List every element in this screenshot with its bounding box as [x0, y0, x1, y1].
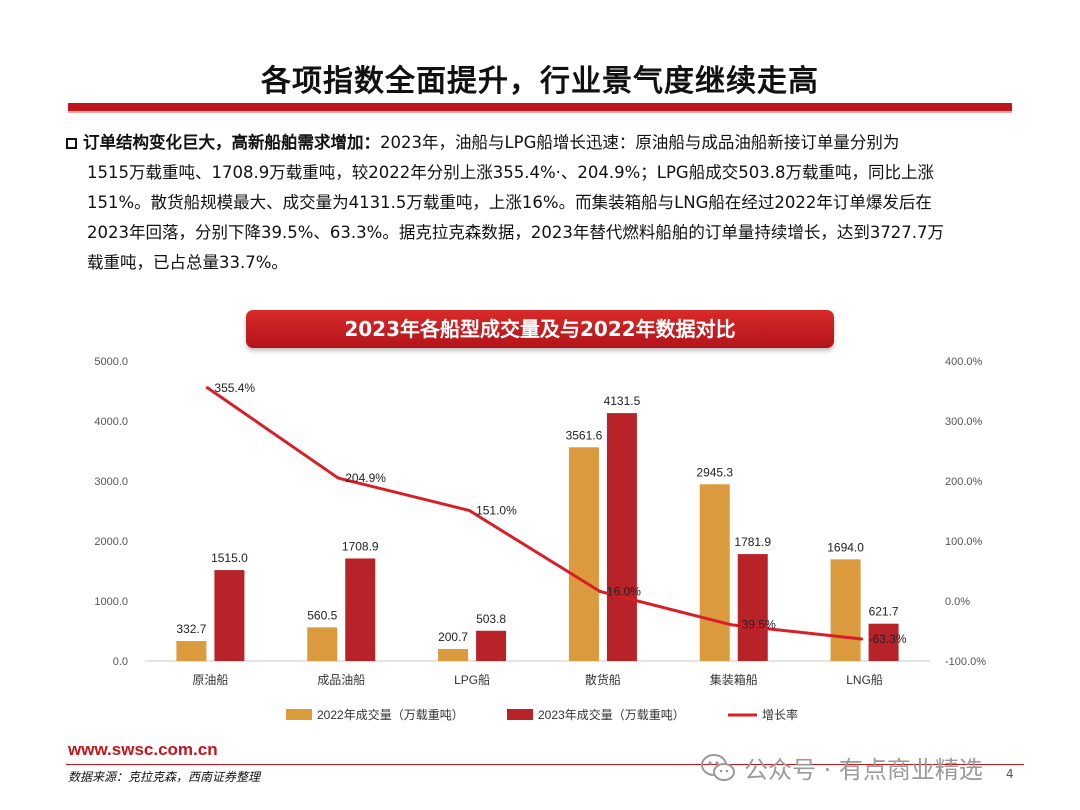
growth-rate-point	[598, 589, 602, 593]
growth-rate-label: -63.3%	[869, 632, 907, 646]
bar-2022-value-label: 1694.0	[827, 540, 864, 554]
growth-rate-label: 204.9%	[345, 471, 386, 485]
y-left-tick-label: 2000.0	[94, 536, 128, 548]
x-category-label: 散货船	[585, 672, 621, 687]
y-right-tick-label: 300.0%	[945, 416, 983, 428]
growth-rate-point	[729, 623, 733, 627]
chart-title-banner: 2023年各船型成交量及与2022年数据对比	[246, 310, 834, 348]
bar-2022	[438, 648, 469, 661]
title-divider	[68, 103, 1012, 111]
growth-rate-label: 16.0%	[607, 584, 641, 598]
bar-2023-value-label: 1515.0	[211, 551, 248, 565]
page-number: 4	[1006, 767, 1014, 781]
x-category-label: 集装箱船	[710, 672, 758, 687]
bar-2022	[307, 627, 338, 661]
growth-rate-line	[206, 386, 862, 641]
growth-rate-point	[860, 637, 864, 641]
bar-2023	[476, 630, 507, 661]
growth-rate-point	[467, 508, 471, 512]
data-source-note: 数据来源：克拉克森，西南证券整理	[68, 770, 261, 784]
bar-2022-value-label: 560.5	[307, 608, 337, 622]
growth-rate-label: 355.4%	[214, 381, 255, 395]
legend-label-2023: 2023年成交量（万载重吨）	[538, 707, 685, 722]
footer-divider	[66, 764, 1024, 765]
y-right-tick-label: -100.0%	[945, 656, 986, 668]
summary-line: 151%。散货船规模最大、成交量为4131.5万载重吨，上涨16%。而集装箱船与…	[87, 193, 932, 212]
legend-label-2022: 2022年成交量（万载重吨）	[317, 707, 464, 722]
bar-2022	[830, 559, 861, 661]
summary-line: 2023年回落，分别下降39.5%、63.3%。据克拉克森数据，2023年替代燃…	[87, 223, 945, 242]
bar-2023-value-label: 4131.5	[604, 394, 641, 408]
bar-2023-value-label: 503.8	[476, 612, 506, 626]
summary-line: 1515万载重吨、1708.9万载重吨，较2022年分别上涨355.4%·、20…	[87, 163, 934, 182]
watermark: 公众号 · 有点商业精选	[700, 750, 983, 785]
growth-rate-point	[205, 386, 209, 390]
growth-rate-label: -39.5%	[738, 618, 776, 632]
x-category-label: LNG船	[846, 673, 883, 687]
bar-2022	[176, 641, 207, 661]
bar-2023	[737, 554, 768, 661]
wechat-icon	[701, 753, 735, 781]
website-link[interactable]: www.swsc.com.cn	[68, 740, 218, 759]
bar-2023-value-label: 1781.9	[734, 535, 771, 549]
summary-lead: 订单结构变化巨大，高新船舶需求增加：	[83, 133, 380, 152]
y-right-tick-label: 0.0%	[945, 596, 970, 608]
y-left-tick-label: 3000.0	[94, 476, 128, 488]
summary-text: 订单结构变化巨大，高新船舶需求增加：2023年，油船与LPG船增长迅速：原油船与…	[66, 128, 1026, 278]
bar-2023-value-label: 1708.9	[342, 539, 379, 553]
bar-2023	[345, 558, 376, 661]
x-category-label: 成品油船	[317, 673, 365, 687]
summary-line: 载重吨，已占总量33.7%。	[87, 253, 288, 272]
bar-2022-value-label: 2945.3	[696, 465, 733, 479]
bar-2022	[699, 484, 730, 661]
page-title: 各项指数全面提升，行业景气度继续走高	[261, 64, 819, 99]
bar-2022-value-label: 200.7	[438, 630, 468, 644]
bar-2023-value-label: 621.7	[869, 605, 899, 619]
x-category-label: 原油船	[192, 673, 228, 687]
y-left-tick-label: 4000.0	[94, 416, 128, 428]
bar-2022	[568, 447, 599, 661]
title-divider-shadow	[68, 111, 1012, 113]
growth-rate-point	[336, 476, 340, 480]
bar-2023	[868, 623, 899, 661]
checkbox-bullet-icon	[66, 138, 77, 149]
legend-label-growth: 增长率	[762, 707, 798, 722]
bar-2023	[606, 413, 637, 661]
y-left-tick-label: 1000.0	[94, 596, 128, 608]
y-right-tick-label: 100.0%	[945, 536, 983, 548]
watermark-text: 公众号 · 有点商业精选	[744, 756, 983, 784]
y-right-tick-label: 400.0%	[945, 356, 983, 368]
legend-swatch-2022	[286, 709, 312, 720]
summary-line: 订单结构变化巨大，高新船舶需求增加：2023年，油船与LPG船增长迅速：原油船与…	[66, 128, 1026, 158]
y-right-tick-label: 200.0%	[945, 476, 983, 488]
summary-line-text: 2023年，油船与LPG船增长迅速：原油船与成品油船新接订单量分别为	[380, 133, 900, 152]
growth-rate-label: 151.0%	[476, 503, 517, 517]
x-category-label: LPG船	[454, 673, 490, 687]
bar-2022-value-label: 3561.6	[566, 428, 603, 442]
legend-swatch-2023	[507, 709, 533, 720]
bar-2022-value-label: 332.7	[176, 622, 206, 636]
bar-2023	[214, 570, 245, 661]
y-left-tick-label: 5000.0	[94, 356, 128, 368]
y-left-tick-label: 0.0	[113, 656, 128, 668]
